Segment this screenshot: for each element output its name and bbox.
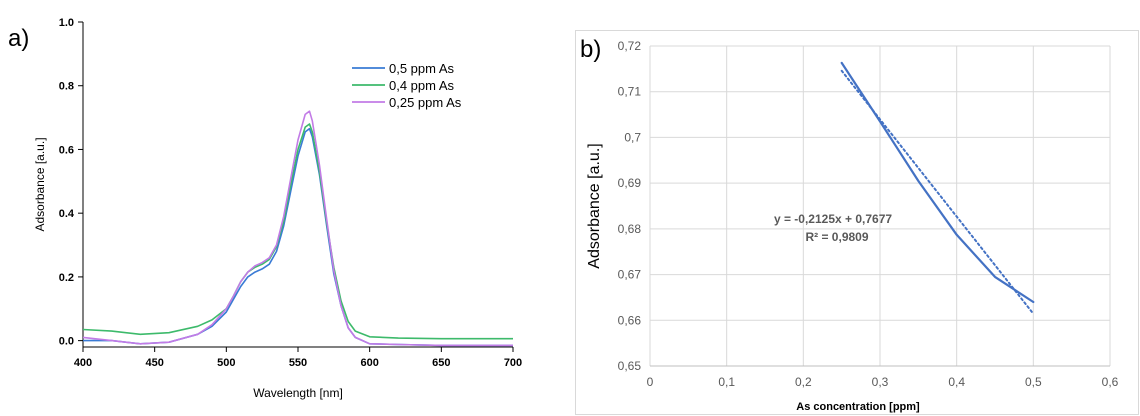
y-tick-label: 0,69 (618, 176, 642, 190)
chart-b: b) 0,650,660,670,680,690,70,710,720 0,1 0,… (575, 30, 1139, 415)
x-axis-label: As concentration [ppm] (796, 401, 920, 413)
y-tick-label: 0,68 (618, 222, 642, 236)
x-tick-label: 0 (647, 375, 654, 389)
trendline (840, 69, 1035, 315)
x-tick-label: 450 (145, 357, 163, 369)
y-tick-label: 0.4 (59, 208, 75, 220)
series-line-2 (82, 123, 513, 340)
y-tick-label: 0.6 (59, 144, 74, 156)
x-tick-label: 0,5 (1025, 375, 1042, 389)
y-tick-label: 0,65 (618, 359, 642, 373)
x-tick-label: 600 (360, 357, 378, 369)
y-tick-label: 0.2 (59, 272, 74, 284)
y-axis-label: Adsorbance [a.u.] (33, 137, 47, 231)
legend-label-2: 0,4 ppm As (389, 78, 455, 93)
chart-b-axes: 0,65 0,66 0,67 0,68 0,69 0,7 0,71 0,72 0 0,1 0,2 0,… (586, 39, 1119, 413)
data-curve (840, 61, 1035, 304)
series-line-1 (83, 127, 513, 347)
y-tick-label: 0.8 (59, 81, 74, 93)
panel-b-label: b) (580, 36, 601, 63)
y-tick-label: 1.0 (59, 17, 74, 29)
x-tick-label: 550 (289, 357, 307, 369)
chart-a: a) 400 450 500 550 600 650 700 0.0 0.2 0.4 0.6 0.8 1… (8, 17, 522, 400)
y-tick-label: 0,71 (618, 85, 642, 99)
legend-label-3: 0,25 ppm As (389, 95, 462, 110)
panel-a-label: a) (8, 25, 29, 52)
x-tick-label: 0,3 (872, 375, 889, 389)
x-tick-label: 0,1 (718, 375, 735, 389)
trendline-r2: R² = 0,9809 (805, 230, 868, 244)
x-tick-label: 0,4 (948, 375, 965, 389)
x-tick-label: 0,2 (795, 375, 812, 389)
y-axis-label: Adsorbance [a.u.] (586, 143, 603, 268)
y-tick-label: 0,72 (618, 39, 642, 53)
series-line-3 (82, 110, 513, 347)
chart-a-series (82, 110, 513, 347)
x-tick-label: 500 (217, 357, 235, 369)
chart-a-legend: 0,5 ppm As 0,4 ppm As 0,25 ppm As (352, 61, 462, 110)
x-tick-label: 650 (432, 357, 450, 369)
y-tick-label: 0,7 (624, 130, 641, 144)
chart-b-border (575, 30, 1139, 415)
trendline-equation: y = -0,2125x + 0,7677 (774, 212, 892, 226)
y-tick-label: 0,67 (618, 268, 642, 282)
x-tick-label: 400 (74, 357, 92, 369)
y-tick-label: 0,66 (618, 313, 642, 327)
x-tick-label: 0,6 (1102, 375, 1119, 389)
legend-label-1: 0,5 ppm As (389, 61, 455, 76)
x-tick-label: 700 (504, 357, 522, 369)
chart-a-axes: 400 450 500 550 600 650 700 0.0 0.2 0.4 0.6 0.8 1.0 W… (33, 17, 522, 400)
y-tick-label: 0.0 (59, 336, 74, 348)
x-axis-label: Wavelength [nm] (253, 386, 343, 400)
chart-b-series (840, 61, 1035, 315)
